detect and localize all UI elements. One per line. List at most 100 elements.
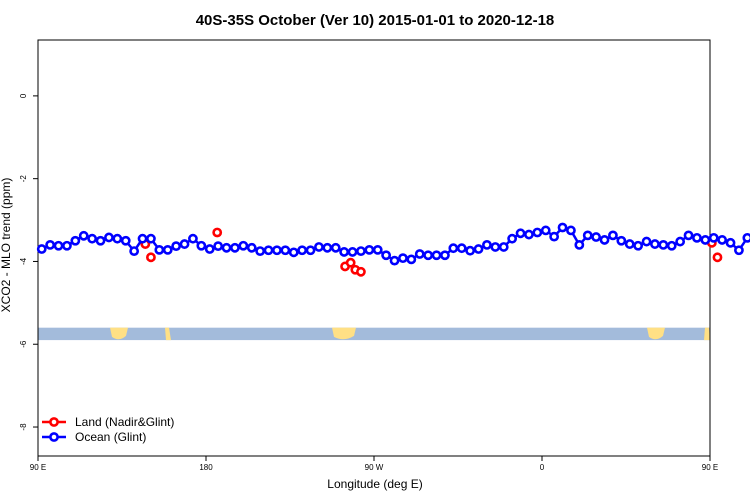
legend-entry: Land (Nadir&Glint)	[42, 415, 174, 429]
data-point	[692, 232, 702, 243]
data-point	[616, 235, 627, 246]
legend-entry: Ocean (Glint)	[42, 430, 146, 444]
chart-title: 40S-35S October (Ver 10) 2015-01-01 to 2…	[196, 12, 555, 29]
data-point	[104, 232, 114, 243]
data-point	[171, 241, 182, 252]
data-point	[734, 245, 744, 256]
data-point	[212, 227, 223, 238]
x-tick-label: 180	[199, 463, 213, 472]
y-tick-label: -6	[19, 340, 28, 348]
data-point	[633, 240, 644, 251]
data-point	[675, 236, 686, 247]
y-tick-label: -8	[19, 423, 28, 431]
data-point	[641, 236, 652, 247]
data-point	[582, 230, 593, 241]
data-point	[45, 239, 56, 250]
data-point	[742, 232, 750, 243]
data-point	[364, 244, 375, 255]
legend-label: Ocean (Glint)	[75, 430, 146, 444]
legend-marker	[49, 432, 59, 442]
data-point	[683, 230, 694, 241]
data-point	[146, 233, 156, 244]
land-mass	[704, 327, 710, 341]
data-point	[112, 233, 123, 244]
data-point	[288, 247, 299, 258]
data-point	[414, 249, 425, 259]
data-point	[700, 235, 711, 245]
data-point	[381, 250, 392, 261]
data-point	[608, 230, 618, 241]
data-point	[221, 242, 232, 253]
data-point	[540, 225, 551, 236]
data-point	[490, 242, 501, 252]
x-axis-label: Longitude (deg E)	[327, 477, 422, 491]
data-point	[280, 245, 291, 256]
data-point	[515, 228, 526, 239]
data-point	[356, 266, 366, 277]
data-point	[188, 233, 198, 244]
data-point	[566, 225, 576, 236]
data-point	[204, 244, 215, 254]
data-point	[120, 235, 131, 246]
data-point	[154, 244, 165, 255]
data-point	[272, 245, 282, 256]
data-point	[297, 245, 308, 256]
x-tick-label: 90 E	[702, 463, 718, 472]
data-point	[137, 233, 148, 244]
x-tick-label: 0	[540, 463, 545, 472]
data-point	[305, 245, 316, 256]
data-point	[389, 255, 400, 266]
data-point	[574, 239, 585, 250]
data-point	[624, 239, 635, 249]
data-point	[339, 247, 350, 257]
data-point	[440, 250, 450, 261]
data-point	[255, 246, 266, 257]
data-point	[330, 242, 341, 253]
data-point	[599, 235, 610, 245]
data-point	[246, 242, 257, 253]
data-point	[87, 233, 98, 244]
legend: Land (Nadir&Glint)Ocean (Glint)	[42, 415, 174, 444]
data-point	[70, 235, 81, 246]
data-point	[431, 250, 442, 261]
data-point	[53, 240, 64, 251]
data-point	[658, 239, 669, 250]
data-point	[708, 232, 719, 243]
data-point	[473, 244, 484, 254]
data-point	[356, 246, 366, 257]
data-point	[456, 243, 467, 254]
axes: 90 E 180 90 W 0 90 E 0 -2 -4 -6 -8	[19, 39, 718, 472]
data-point	[524, 229, 534, 240]
land-mass	[110, 327, 128, 340]
data-point	[406, 254, 417, 265]
data-point	[347, 247, 358, 257]
data-point	[448, 243, 459, 254]
data-point	[36, 244, 47, 254]
data-point	[591, 232, 602, 242]
data-point	[263, 245, 274, 256]
data-point	[62, 240, 72, 251]
legend-marker	[49, 417, 59, 427]
data-point	[507, 233, 518, 244]
data-point	[666, 240, 677, 251]
land-ocean-strip	[38, 327, 710, 341]
data-point	[557, 222, 568, 233]
ocean-band	[38, 327, 710, 341]
data-point	[238, 240, 249, 251]
land-mass	[332, 327, 356, 340]
legend-label: Land (Nadir&Glint)	[75, 415, 174, 429]
data-point	[465, 245, 476, 256]
land-mass	[165, 327, 171, 341]
data-point	[162, 244, 173, 255]
data-point	[345, 257, 356, 268]
y-tick-label: -2	[19, 175, 28, 183]
data-point	[650, 239, 660, 249]
land-mass	[647, 327, 665, 340]
data-point	[398, 253, 408, 264]
x-tick-label: 90 E	[30, 463, 46, 472]
series-ocean	[36, 222, 750, 266]
x-tick-label: 90 W	[365, 463, 384, 472]
y-tick-label: -4	[19, 257, 28, 265]
